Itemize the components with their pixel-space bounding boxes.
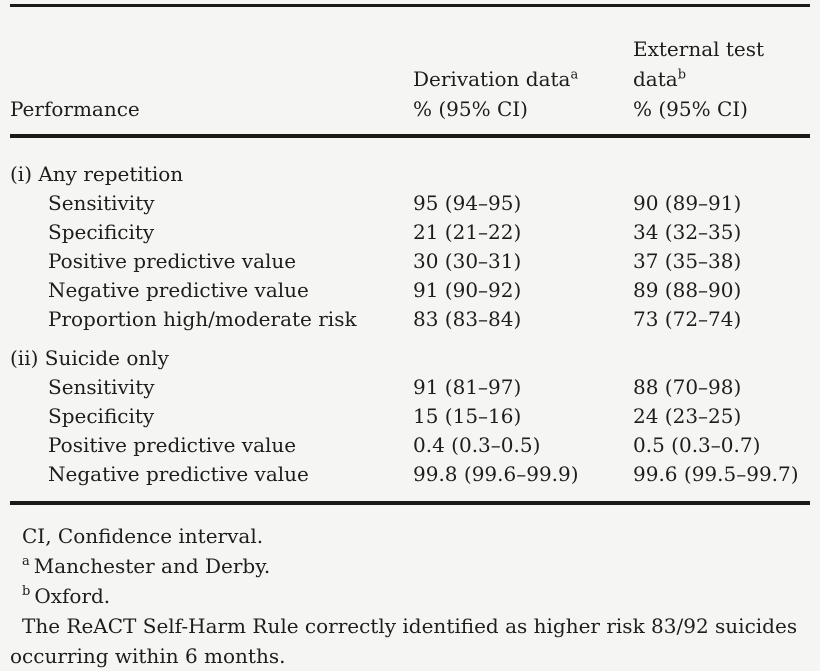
derivation-value: 30 (30–31)	[413, 249, 522, 273]
derivation-value: 99.8 (99.6–99.9)	[413, 462, 579, 486]
table-header-row: Performance Derivation dataa % (95% CI) …	[10, 34, 810, 124]
footnote-react-note: The ReACT Self-Harm Rule correctly ident…	[10, 611, 810, 671]
column-header-external-subtitle: % (95% CI)	[633, 97, 748, 121]
column-header-derivation-subtitle: % (95% CI)	[413, 97, 528, 121]
derivation-value: 15 (15–16)	[413, 404, 522, 428]
external-value: 24 (23–25)	[633, 404, 742, 428]
table-row: Negative predictive value 91 (90–92) 89 …	[10, 276, 810, 305]
derivation-value: 91 (90–92)	[413, 278, 522, 302]
table-row: Proportion high/moderate risk 83 (83–84)…	[10, 305, 810, 334]
table-row: Specificity 15 (15–16) 24 (23–25)	[10, 402, 810, 431]
external-value: 37 (35–38)	[633, 249, 742, 273]
external-value: 90 (89–91)	[633, 191, 742, 215]
section-heading-suicide-only: (ii) Suicide only	[10, 346, 169, 370]
row-label: Proportion high/moderate risk	[48, 307, 357, 331]
external-value: 34 (32–35)	[633, 220, 742, 244]
row-label: Sensitivity	[48, 375, 155, 399]
row-label: Specificity	[48, 404, 155, 428]
footnote-text: Oxford.	[34, 584, 111, 608]
derivation-value: 0.4 (0.3–0.5)	[413, 433, 541, 457]
derivation-value: 83 (83–84)	[413, 307, 522, 331]
row-label: Negative predictive value	[48, 278, 309, 302]
external-value: 89 (88–90)	[633, 278, 742, 302]
column-header-external-title: External test datab	[633, 34, 810, 94]
row-label: Specificity	[48, 220, 155, 244]
footnote-text: The ReACT Self-Harm Rule correctly ident…	[10, 614, 798, 668]
external-value: 73 (72–74)	[633, 307, 742, 331]
derivation-value: 95 (94–95)	[413, 191, 522, 215]
table-row: Specificity 21 (21–22) 34 (32–35)	[10, 218, 810, 247]
table-header-rule	[10, 134, 810, 138]
footnote-ci-definition: CI, Confidence interval.	[10, 521, 810, 551]
derivation-value: 91 (81–97)	[413, 375, 522, 399]
footnote-a: a Manchester and Derby.	[10, 551, 810, 581]
column-header-external-footnote-mark: b	[677, 67, 687, 83]
column-header-external: External test datab % (95% CI)	[633, 34, 810, 124]
spacer	[10, 489, 810, 501]
external-value: 0.5 (0.3–0.7)	[633, 433, 761, 457]
row-label: Positive predictive value	[48, 433, 297, 457]
column-header-performance: Performance	[10, 97, 140, 121]
footnote-a-mark: a	[22, 554, 30, 570]
paper-table: Performance Derivation dataa % (95% CI) …	[10, 4, 810, 668]
column-header-derivation-title: Derivation dataa	[413, 64, 633, 94]
table-row: Positive predictive value 0.4 (0.3–0.5) …	[10, 431, 810, 460]
column-header-derivation-footnote-mark: a	[570, 67, 579, 83]
table-footnotes: CI, Confidence interval. a Manchester and…	[10, 521, 810, 671]
column-header-derivation: Derivation dataa % (95% CI)	[413, 64, 633, 124]
section-heading-any-repetition: (i) Any repetition	[10, 162, 184, 186]
table-row: Sensitivity 91 (81–97) 88 (70–98)	[10, 373, 810, 402]
row-label: Positive predictive value	[48, 249, 297, 273]
external-value: 88 (70–98)	[633, 375, 742, 399]
footnote-text: CI, Confidence interval.	[22, 524, 264, 548]
row-label: Sensitivity	[48, 191, 155, 215]
table-bottom-rule	[10, 501, 810, 505]
table-row: Sensitivity 95 (94–95) 90 (89–91)	[10, 189, 810, 218]
table-top-rule	[10, 4, 810, 7]
row-label: Negative predictive value	[48, 462, 309, 486]
table-row: Negative predictive value 99.8 (99.6–99.…	[10, 460, 810, 489]
derivation-value: 21 (21–22)	[413, 220, 522, 244]
column-header-external-title-text: External test data	[633, 37, 765, 91]
external-value: 99.6 (99.5–99.7)	[633, 462, 799, 486]
table-body: (i) Any repetition Sensitivity 95 (94–95…	[10, 160, 810, 501]
footnote-text: Manchester and Derby.	[33, 554, 271, 578]
column-header-derivation-title-text: Derivation data	[413, 67, 571, 91]
footnote-b-mark: b	[22, 584, 31, 600]
footnote-b: b Oxford.	[10, 581, 810, 611]
table-row: Positive predictive value 30 (30–31) 37 …	[10, 247, 810, 276]
